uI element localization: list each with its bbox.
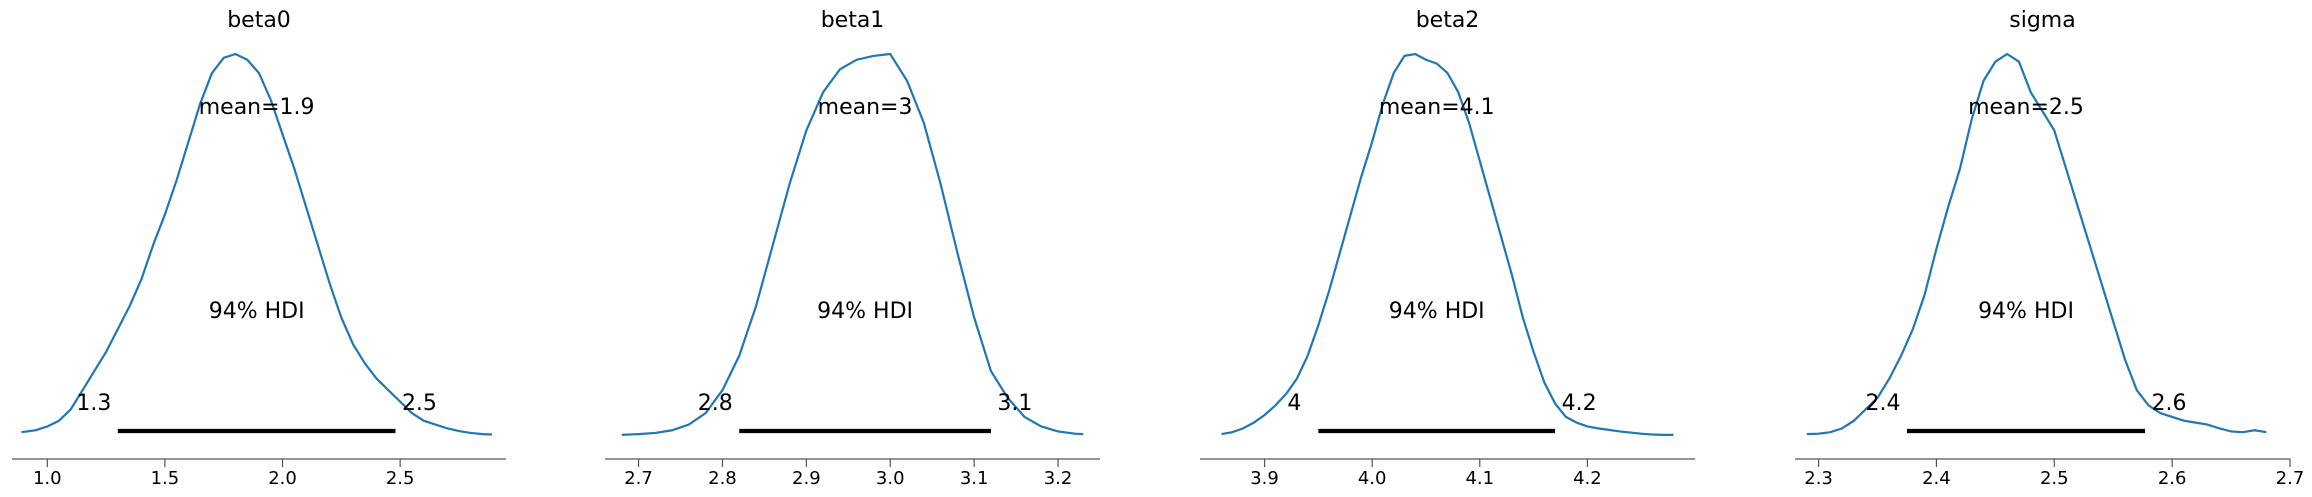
mean-label: mean=4.1 — [1379, 95, 1495, 120]
hdi-low-label: 1.3 — [76, 391, 111, 416]
panel-title: beta0 — [227, 8, 291, 33]
x-tick-label: 2.8 — [708, 468, 737, 489]
x-tick-label: 4.2 — [1573, 468, 1602, 489]
x-tick-label: 2.0 — [268, 468, 297, 489]
mean-label: mean=3 — [818, 95, 913, 120]
panel-beta1: beta1 mean=3 94% HDI 2.8 3.1 2.7 2.8 2.9 3.0 3.1 3… — [605, 8, 1100, 489]
x-tick-label: 3.0 — [876, 468, 905, 489]
x-tick-label: 2.7 — [624, 468, 653, 489]
x-tick-label: 2.5 — [2040, 468, 2069, 489]
x-tick-label: 2.9 — [792, 468, 821, 489]
x-tick-label: 1.5 — [151, 468, 180, 489]
x-tick-label: 2.6 — [2158, 468, 2187, 489]
panel-beta0: beta0 mean=1.9 94% HDI 1.3 2.5 1.0 1.5 2.0 2.5 — [12, 8, 506, 489]
panel-title: sigma — [2009, 8, 2075, 33]
x-tick-label: 4.1 — [1465, 468, 1494, 489]
panel-sigma: sigma mean=2.5 94% HDI 2.4 2.6 2.3 2.4 2.5 2.6 2.… — [1795, 8, 2304, 489]
hdi-label: 94% HDI — [209, 299, 305, 324]
kde-curve — [1221, 52, 1674, 436]
kde-curve — [1806, 52, 2267, 436]
x-tick-label: 2.5 — [386, 468, 415, 489]
panel-title: beta1 — [821, 8, 885, 33]
x-tick-label: 1.0 — [33, 468, 62, 489]
panel-beta2: beta2 mean=4.1 94% HDI 4 4.2 3.9 4.0 4.1 4.2 — [1200, 8, 1695, 489]
x-tick-label: 4.0 — [1358, 468, 1387, 489]
mean-label: mean=2.5 — [1968, 95, 2084, 120]
hdi-high-label: 4.2 — [1562, 391, 1597, 416]
x-tick-label: 3.9 — [1250, 468, 1279, 489]
hdi-high-label: 3.1 — [997, 391, 1032, 416]
x-tick-label: 3.1 — [960, 468, 989, 489]
hdi-label: 94% HDI — [1978, 299, 2074, 324]
hdi-high-label: 2.5 — [402, 391, 437, 416]
hdi-label: 94% HDI — [1389, 299, 1485, 324]
x-tick-label: 2.7 — [2276, 468, 2305, 489]
kde-curve — [21, 52, 492, 436]
x-tick-label: 3.2 — [1044, 468, 1073, 489]
kde-curve — [621, 52, 1084, 436]
mean-label: mean=1.9 — [199, 95, 315, 120]
x-tick-label: 2.3 — [1804, 468, 1833, 489]
hdi-low-label: 4 — [1287, 391, 1301, 416]
hdi-low-label: 2.8 — [698, 391, 733, 416]
hdi-label: 94% HDI — [817, 299, 913, 324]
hdi-high-label: 2.6 — [2152, 391, 2187, 416]
hdi-low-label: 2.4 — [1865, 391, 1900, 416]
x-tick-label: 2.4 — [1922, 468, 1951, 489]
panel-title: beta2 — [1416, 8, 1480, 33]
